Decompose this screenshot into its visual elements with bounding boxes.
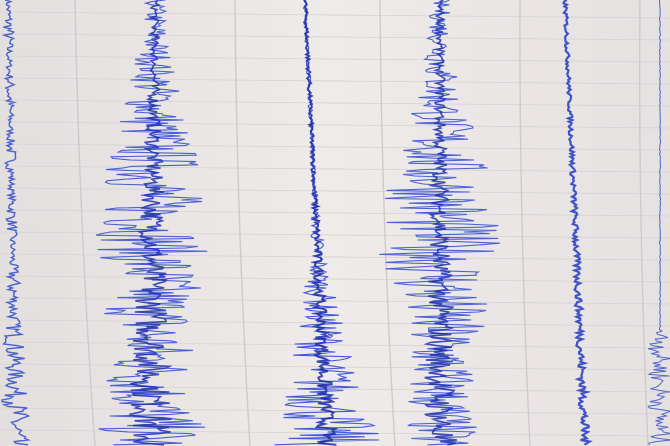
grid-line bbox=[0, 341, 670, 349]
grid-line bbox=[0, 363, 670, 371]
grid-line bbox=[0, 231, 670, 239]
grid-line bbox=[0, 143, 670, 151]
seismic-trace bbox=[129, 0, 173, 446]
seismic-trace bbox=[379, 0, 501, 446]
grid-line bbox=[0, 275, 670, 283]
grid-line bbox=[0, 99, 670, 107]
grid-line bbox=[0, 407, 670, 415]
seismic-trace bbox=[423, 0, 457, 446]
grid-line bbox=[0, 385, 670, 393]
grid-line bbox=[0, 297, 670, 305]
grid-line bbox=[0, 77, 670, 85]
grid-line bbox=[638, 0, 649, 446]
seismic-trace bbox=[302, 0, 339, 446]
grid-line bbox=[519, 0, 531, 446]
grid-line bbox=[0, 187, 670, 195]
grid-line bbox=[0, 33, 670, 41]
grid-line bbox=[234, 0, 251, 446]
grid-line bbox=[0, 11, 670, 19]
grid-line bbox=[0, 55, 670, 63]
seismic-trace bbox=[1, 0, 31, 446]
grid-line bbox=[379, 0, 396, 446]
grid-line bbox=[0, 121, 670, 129]
seismic-trace bbox=[562, 0, 593, 446]
grid-line bbox=[74, 0, 96, 446]
grid-line bbox=[0, 209, 670, 217]
seismic-trace bbox=[647, 0, 670, 446]
grid-line bbox=[0, 165, 670, 173]
grid-line bbox=[0, 253, 670, 261]
